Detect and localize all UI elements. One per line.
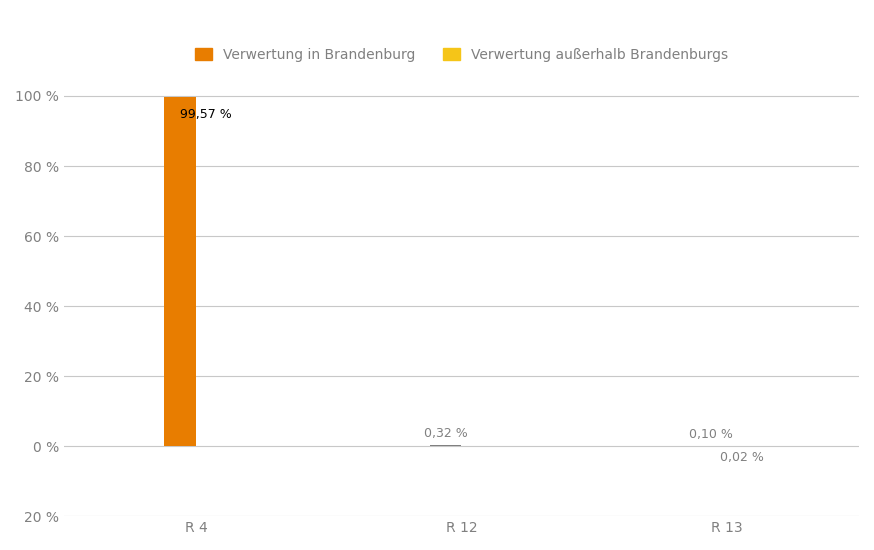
Text: 0,10 %: 0,10 % [689, 427, 732, 441]
Bar [164, 97, 197, 446]
Text: 0,32 %: 0,32 % [424, 427, 468, 440]
Legend: Verwertung in Brandenburg, Verwertung außerhalb Brandenburgs: Verwertung in Brandenburg, Verwertung au… [188, 41, 735, 69]
Text: 99,57 %: 99,57 % [180, 108, 232, 121]
Text: 0,02 %: 0,02 % [720, 452, 764, 464]
Bar [429, 445, 461, 446]
